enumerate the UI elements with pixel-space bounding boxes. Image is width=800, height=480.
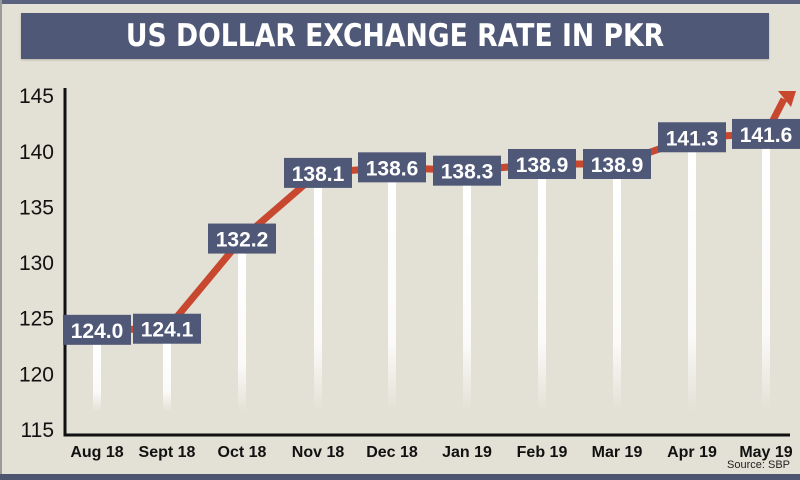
y-tick-label: 130 [19,252,54,275]
value-label-box [358,152,426,183]
value-label-box [732,118,800,149]
x-axis-ticks: Aug 18 Sept 18 Oct 18 Nov 18 Dec 18 Jan 19 Feb… [70,444,792,461]
value-label-box [658,122,726,153]
drop-line [238,252,246,412]
data-labels: 124.0 124.1 132.2 138.1 138.6 138.3 138.9 138.9… [63,118,800,345]
value-label-box [508,148,576,179]
arrow-head-icon [778,91,796,107]
value-label: 138.3 [441,161,494,184]
value-label-box [433,155,501,186]
x-tick-label: Jan 19 [442,444,492,461]
frame-left-border [0,0,2,480]
drop-line [463,184,471,412]
drop-line [613,177,621,412]
x-tick-label: May 19 [739,444,792,461]
value-label: 132.2 [216,229,269,252]
value-label: 124.1 [141,319,194,342]
value-label: 124.0 [71,320,124,343]
value-label-box [208,223,276,254]
drop-line [388,181,396,412]
x-tick-label: Mar 19 [592,444,643,461]
y-tick-label: 125 [19,308,54,331]
drop-line [688,151,696,412]
x-tick-label: Apr 19 [667,444,717,461]
value-label: 138.6 [366,157,419,180]
y-tick-label: 135 [19,196,54,219]
axes [63,88,790,437]
value-label-box [284,157,352,188]
chart-title-banner: US DOLLAR EXCHANGE RATE IN PKR [21,13,769,59]
y-tick-label: 145 [19,85,54,108]
frame-top-border [0,0,800,4]
drop-line [93,343,101,412]
value-label-box [63,314,131,345]
value-label-box [133,313,201,344]
drop-line [163,342,171,412]
source-note: Source: SBP [727,459,790,471]
x-tick-label: Sept 18 [139,444,196,461]
chart-title: US DOLLAR EXCHANGE RATE IN PKR [125,18,665,54]
value-label: 138.9 [516,154,569,177]
value-label: 138.1 [292,163,345,186]
y-axis-ticks: 115 120 125 130 135 140 145 [19,85,54,442]
frame-bottom-border [0,474,800,480]
drop-line [762,147,770,412]
value-label-box [583,148,651,179]
y-tick-label: 115 [21,419,54,442]
value-label: 138.9 [591,154,644,177]
drop-line [538,177,546,412]
y-tick-label: 120 [19,363,54,386]
x-tick-label: Dec 18 [366,444,418,461]
drop-lines [93,147,770,412]
value-label: 141.6 [740,124,793,147]
drop-line [314,186,322,412]
y-tick-label: 140 [19,141,54,164]
x-tick-label: Aug 18 [70,444,123,461]
value-label: 141.3 [666,127,719,150]
x-tick-label: Nov 18 [292,444,345,461]
x-tick-label: Oct 18 [218,444,267,461]
x-tick-label: Feb 19 [517,444,568,461]
